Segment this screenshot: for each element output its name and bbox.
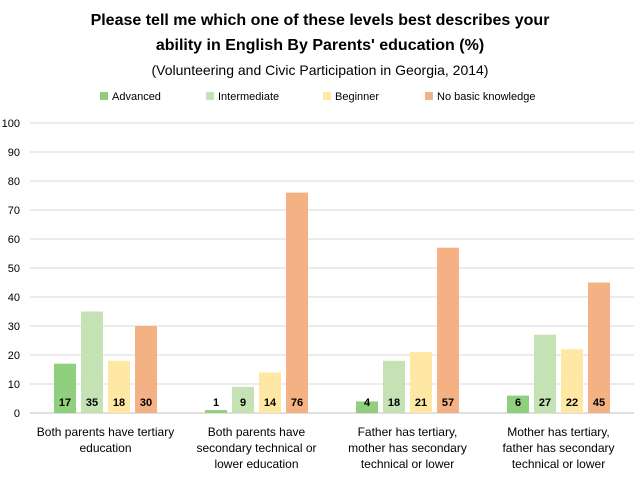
- bar: [437, 247, 459, 413]
- y-tick-label: 10: [8, 379, 20, 391]
- data-label: 30: [140, 397, 152, 409]
- x-axis: Both parents have tertiary education Both …: [37, 425, 615, 471]
- data-label: 6: [515, 397, 521, 409]
- bar: [410, 352, 432, 413]
- legend-label: No basic knowledge: [437, 91, 535, 103]
- chart-subtitle: (Volunteering and Civic Participation in…: [152, 62, 489, 78]
- x-category-label: education: [79, 441, 131, 455]
- data-label: 18: [113, 397, 125, 409]
- bar: [383, 360, 405, 413]
- x-category-label: Both parents have: [208, 425, 306, 439]
- legend-swatch: [425, 92, 433, 100]
- y-tick-label: 30: [8, 321, 20, 333]
- data-label: 14: [264, 397, 277, 409]
- x-category-label: mother has secondary: [348, 441, 467, 455]
- data-label: 21: [415, 397, 427, 409]
- x-category-label: Father has tertiary,: [358, 425, 458, 439]
- bar: [135, 326, 157, 413]
- y-tick-label: 80: [8, 176, 20, 188]
- legend: Advanced Intermediate Beginner No basic kno…: [100, 91, 535, 103]
- chart-title-line-2: ability in English By Parents' education…: [156, 37, 484, 54]
- legend-swatch: [100, 92, 108, 100]
- y-tick-label: 40: [8, 292, 20, 304]
- data-label: 45: [593, 397, 605, 409]
- legend-label: Advanced: [112, 91, 161, 103]
- y-tick-label: 100: [2, 118, 20, 130]
- data-label: 1: [213, 397, 219, 409]
- legend-label: Intermediate: [218, 91, 279, 103]
- legend-label: Beginner: [335, 91, 379, 103]
- bar: [356, 401, 378, 413]
- x-category-label: Both parents have tertiary: [37, 425, 174, 439]
- data-label: 57: [442, 397, 454, 409]
- y-tick-label: 90: [8, 147, 20, 159]
- data-label: 4: [364, 397, 371, 409]
- bar: [54, 363, 76, 413]
- y-tick-label: 0: [14, 408, 20, 420]
- gridlines: [30, 122, 634, 414]
- x-category-label: technical or lower: [361, 457, 454, 471]
- bar: [286, 192, 308, 413]
- y-axis: 0 10 20 30 40 50 60 70 80 90 100: [2, 118, 20, 420]
- x-category-label: technical or lower: [512, 457, 605, 471]
- y-tick-label: 50: [8, 263, 20, 275]
- bar: [205, 410, 227, 413]
- bar: [561, 349, 583, 413]
- bar: [108, 360, 130, 413]
- chart-title-line-1: Please tell me which one of these levels…: [91, 12, 550, 29]
- bar: [588, 282, 610, 413]
- y-tick-label: 70: [8, 205, 20, 217]
- bar: [534, 334, 556, 413]
- bar: [81, 311, 103, 413]
- legend-swatch: [323, 92, 331, 100]
- bar: [507, 395, 529, 413]
- data-label: 27: [539, 397, 551, 409]
- data-label: 18: [388, 397, 400, 409]
- x-category-label: secondary technical or: [196, 441, 316, 455]
- data-label: 17: [59, 397, 71, 409]
- y-tick-label: 20: [8, 350, 20, 362]
- x-category-label: father has secondary: [502, 441, 614, 455]
- bar: [232, 386, 254, 413]
- x-category-label: Mother has tertiary,: [507, 425, 609, 439]
- data-label: 76: [291, 397, 303, 409]
- y-tick-label: 60: [8, 234, 20, 246]
- data-label: 9: [240, 397, 246, 409]
- legend-swatch: [206, 92, 214, 100]
- x-category-label: lower education: [214, 457, 298, 471]
- data-label: 22: [566, 397, 578, 409]
- bars: 17 35 18 30 1 9 14 76 4 18 21 57 6 27 22 45: [54, 192, 610, 413]
- bar: [259, 372, 281, 413]
- data-label: 35: [86, 397, 98, 409]
